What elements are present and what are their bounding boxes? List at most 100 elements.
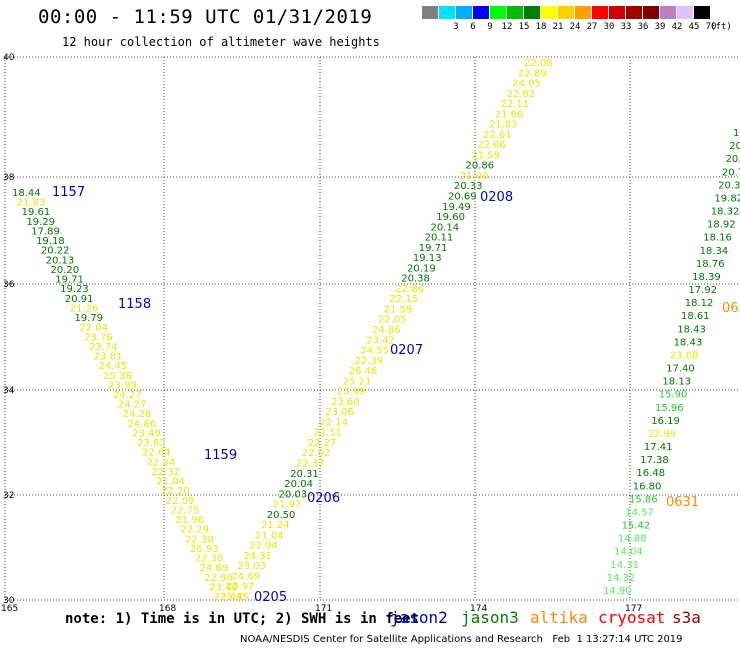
legend-swatch bbox=[439, 6, 456, 19]
lat-tick-label: 34 bbox=[3, 386, 15, 396]
lon-tick-label: 168 bbox=[159, 604, 176, 614]
wave-height-value: 19.82 bbox=[714, 193, 740, 204]
pass-time-label: 1158 bbox=[118, 297, 151, 312]
wave-height-value: 22.11 bbox=[501, 99, 530, 110]
wave-height-value: 24.27 bbox=[118, 400, 147, 411]
wave-height-value: 15.86 bbox=[629, 494, 658, 505]
wave-height-value: 20.33 bbox=[454, 181, 483, 192]
wave-height-value: 21.04 bbox=[255, 530, 284, 541]
wave-height-value: 22.05 bbox=[378, 315, 407, 326]
wave-height-value: 17.38 bbox=[640, 455, 669, 466]
lat-tick-label: 38 bbox=[3, 173, 15, 183]
wave-height-value: 24.69 bbox=[200, 563, 229, 574]
wave-height-value: 22.27 bbox=[308, 438, 337, 449]
pass-time-label: 0631 bbox=[666, 495, 699, 510]
wave-height-value: 22.08 bbox=[524, 58, 553, 69]
wave-height-value: 20 bbox=[729, 141, 740, 152]
wave-height-value: 23.42 bbox=[366, 335, 395, 346]
wave-height-value: 15.90 bbox=[659, 390, 688, 401]
wave-height-value: 22.38 bbox=[185, 534, 214, 545]
wave-height-value: 18.43 bbox=[674, 337, 703, 348]
track-right: 19 20 20. 20.7 20.3 19.82 18.32 18.92 18.16 18.34… bbox=[603, 128, 740, 597]
wave-height-value: 18.44 bbox=[12, 188, 41, 199]
wave-height-value: 22.37 bbox=[296, 459, 325, 470]
wave-height-value: 22.64 bbox=[142, 448, 171, 459]
satellite-jason3: jason3 bbox=[461, 608, 519, 627]
lon-tick-label: 171 bbox=[315, 604, 332, 614]
satellite-cryosat: cryosat bbox=[598, 608, 666, 627]
wave-height-value: 22.90 bbox=[204, 573, 233, 584]
wave-height-value: 19 bbox=[733, 128, 740, 139]
wave-height-value: 20.86 bbox=[466, 161, 495, 172]
lat-tick-label: 36 bbox=[3, 280, 15, 290]
legend-swatch bbox=[592, 6, 609, 19]
legend-label: 21 bbox=[552, 22, 564, 32]
legend-swatch bbox=[558, 6, 575, 19]
wave-height-value: 20.69 bbox=[448, 192, 477, 203]
satellite-s3a: s3a bbox=[672, 608, 701, 627]
wave-height-value: 25.21 bbox=[343, 376, 372, 387]
wave-height-value: 15.96 bbox=[655, 403, 684, 414]
wave-height-value: 14.57 bbox=[625, 507, 654, 518]
wave-height-value: 19.18 bbox=[36, 236, 65, 247]
wave-height-value: 14.90 bbox=[603, 586, 632, 597]
wave-height-value: 22.61 bbox=[483, 130, 512, 141]
wave-height-value: 23.76 bbox=[84, 332, 113, 343]
wave-height-value: 20.04 bbox=[284, 479, 313, 490]
wave-height-value: 17.40 bbox=[666, 364, 695, 375]
legend-label: 33 bbox=[620, 22, 632, 32]
color-legend: 3 6 9 12 15 18 21 24 27 30 33 36 39 42 45 70 (ft) bbox=[422, 6, 732, 32]
legend-swatch bbox=[456, 6, 473, 19]
wave-height-value: 22.45 bbox=[220, 592, 249, 603]
wave-height-value: 23.49 bbox=[132, 428, 161, 439]
wave-height-value: 19.61 bbox=[22, 207, 51, 218]
legend-labels: 3 6 9 12 15 18 21 24 27 30 33 36 39 42 45 70 (ft) bbox=[422, 22, 740, 34]
wave-height-value: 23.99 bbox=[337, 387, 366, 398]
legend-label: 3 bbox=[453, 22, 459, 32]
legend-label: 15 bbox=[518, 22, 530, 32]
legend-swatch bbox=[490, 6, 507, 19]
wave-height-value: 21.04 bbox=[156, 477, 185, 488]
wave-height-value: 20.03 bbox=[278, 489, 307, 500]
wave-height-value: 19.71 bbox=[419, 243, 448, 254]
legend-swatch bbox=[541, 6, 558, 19]
pass-time-label: 0207 bbox=[390, 343, 423, 358]
wave-height-value: 24.86 bbox=[372, 325, 401, 336]
lat-tick-label: 40 bbox=[3, 53, 15, 63]
wave-height-value: 20.50 bbox=[267, 510, 296, 521]
wave-height-value: 23.99 bbox=[108, 380, 137, 391]
wave-height-value: 24.31 bbox=[243, 551, 272, 562]
wave-height-value: 18.16 bbox=[703, 233, 732, 244]
wave-height-value: 17.41 bbox=[644, 442, 673, 453]
legend-label: 27 bbox=[586, 22, 598, 32]
wave-height-value: 18.13 bbox=[662, 377, 691, 388]
wave-height-value: 24.28 bbox=[123, 409, 152, 420]
legend-swatch bbox=[694, 6, 711, 19]
wave-height-value: 17.92 bbox=[688, 285, 717, 296]
wave-height-value: 22.97 bbox=[226, 582, 255, 593]
wave-height-value: 18.61 bbox=[681, 311, 710, 322]
wave-height-value: 20.20 bbox=[50, 265, 79, 276]
legend-swatch bbox=[626, 6, 643, 19]
wave-height-value: 22.06 bbox=[477, 140, 506, 151]
legend-swatch bbox=[677, 6, 694, 19]
wave-height-value: 21.63 bbox=[17, 198, 46, 209]
wave-height-value: 23.60 bbox=[331, 397, 360, 408]
legend-swatch bbox=[575, 6, 592, 19]
wave-height-value: 21.24 bbox=[261, 520, 290, 531]
wave-height-value: 22.94 bbox=[249, 541, 278, 552]
wave-height-value: 18.92 bbox=[707, 220, 736, 231]
pass-time-label: 063 bbox=[722, 301, 740, 316]
wave-height-value: 22.29 bbox=[180, 525, 209, 536]
pass-time-labels: 1157 1158 1159 0205 0206 0207 0208 0631 063 bbox=[52, 185, 740, 605]
page-subtitle: 12 hour collection of altimeter wave hei… bbox=[62, 35, 380, 49]
wave-height-value: 22.14 bbox=[319, 417, 348, 428]
wave-height-value: 22.86 bbox=[395, 284, 424, 295]
wave-height-value: 16.80 bbox=[633, 481, 662, 492]
wave-height-value: 20.11 bbox=[425, 233, 454, 244]
wave-height-value: 22.75 bbox=[171, 505, 200, 516]
wave-height-value: 24.86 bbox=[127, 419, 156, 430]
wave-height-value: 18.39 bbox=[692, 272, 721, 283]
footer-note: note: 1) Time is in UTC; 2) SWH is in fe… bbox=[65, 611, 420, 627]
